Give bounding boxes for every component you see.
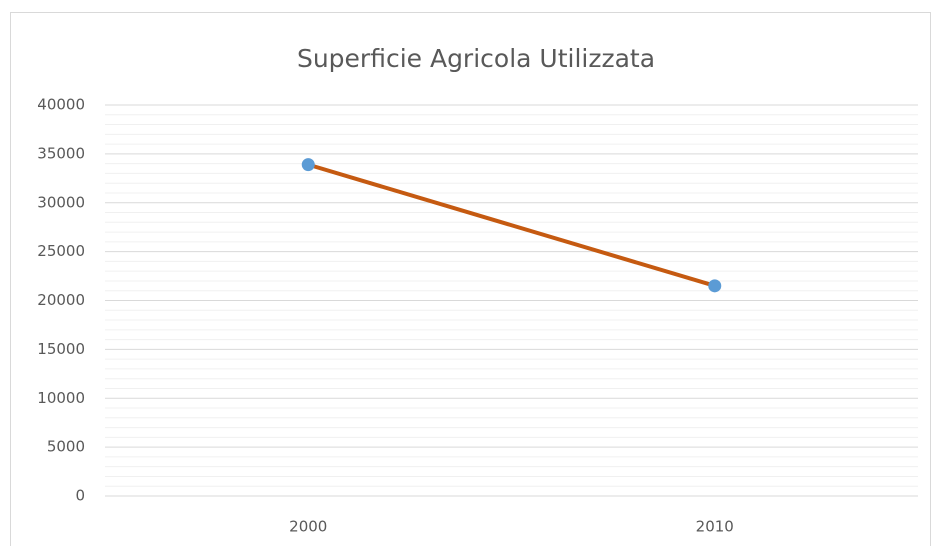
chart-title: Superficie Agricola Utilizzata: [297, 44, 655, 73]
x-tick-label: 2010: [696, 518, 734, 536]
y-tick-label: 25000: [37, 242, 85, 260]
y-tick-label: 30000: [37, 193, 85, 211]
y-tick-label: 35000: [37, 144, 85, 162]
y-tick-label: 40000: [37, 96, 85, 114]
point-marker: [708, 279, 722, 293]
y-tick-label: 5000: [47, 438, 85, 456]
chart-border: [10, 12, 931, 546]
y-tick-label: 10000: [37, 389, 85, 407]
y-tick-label: 20000: [37, 291, 85, 309]
point-marker: [301, 158, 315, 172]
series-line: [307, 162, 716, 288]
x-tick-label: 2000: [289, 518, 327, 536]
y-tick-label: 15000: [37, 340, 85, 358]
y-tick-label: 0: [75, 487, 85, 505]
